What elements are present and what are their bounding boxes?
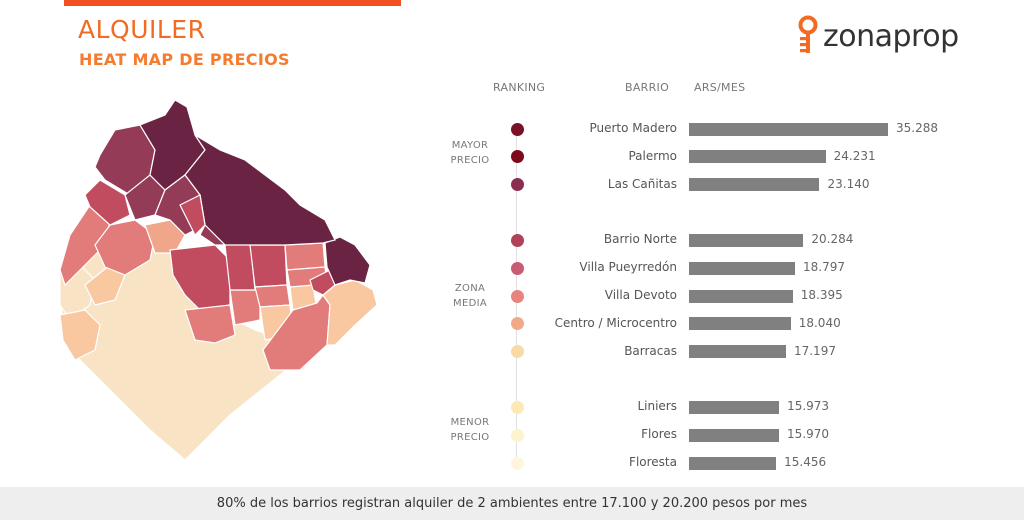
map-zone-central-1 [144, 219, 186, 254]
price-value-label: 15.970 [787, 427, 830, 442]
group-label-line: PRECIO [450, 155, 490, 166]
barrio-label: Villa Pueyrredón [579, 260, 677, 275]
top-accent-bar [64, 0, 401, 6]
price-value-label: 17.197 [793, 343, 836, 358]
price-bar [689, 317, 791, 331]
rank-dot [511, 428, 524, 442]
group-label-mayor-precio: MAYOR PRECIO [435, 138, 505, 168]
price-bar [689, 289, 793, 303]
page-title: ALQUILER [78, 15, 206, 44]
group-label-line: MAYOR [451, 140, 489, 151]
footer-text: 80% de los barrios registran alquiler de… [216, 496, 808, 511]
map-zone-east-3 [309, 269, 336, 296]
price-value-label: 15.456 [784, 455, 827, 469]
rank-dot [511, 122, 524, 136]
brand-name: zonaprop [823, 18, 959, 54]
price-value-label: 20.284 [811, 232, 854, 247]
group-label-zona-media: ZONA MEDIA [435, 281, 505, 311]
rank-dot [511, 150, 524, 164]
map-zone-west-1 [59, 309, 101, 361]
price-value-label: 23.140 [827, 176, 870, 191]
map-zone-central-7 [254, 284, 291, 308]
price-bar [689, 400, 780, 414]
barrio-label: Villa Devoto [604, 288, 677, 302]
rank-dot [511, 178, 524, 192]
price-value-label: 18.797 [803, 260, 845, 275]
price-bar [689, 456, 777, 470]
price-bar [689, 261, 795, 275]
price-value-label: 35.288 [896, 121, 938, 135]
rank-dot [511, 400, 524, 414]
column-header-ranking: RANKING [493, 81, 546, 94]
map-zone-south-east-3 [322, 279, 378, 346]
barrio-label: Las Cañitas [607, 176, 677, 191]
rank-dot [511, 261, 524, 275]
column-header-value: ARS/MES [694, 81, 746, 94]
price-bar [689, 150, 826, 164]
price-value-label: 24.231 [833, 148, 876, 163]
map-zone-north-east-1 [324, 236, 371, 286]
rank-dot [511, 317, 524, 331]
map-zone-central-6 [249, 244, 288, 288]
barrio-label: Flores [641, 427, 677, 442]
brand-logo: zonaprop [795, 14, 959, 58]
price-bar [689, 122, 888, 136]
buenos-aires-heat-map [59, 99, 378, 461]
rank-dot [511, 456, 524, 470]
rank-dot [511, 345, 524, 359]
footer-note: 80% de los barrios registran alquiler de… [0, 487, 1024, 520]
page-subtitle: HEAT MAP DE PRECIOS [79, 50, 290, 69]
map-zone-west-2 [84, 264, 126, 306]
map-zone-east-1 [284, 242, 326, 271]
group-label-menor-precio: MENOR PRECIO [435, 415, 505, 445]
column-header-barrio: BARRIO [625, 81, 670, 94]
barrio-label: Barracas [624, 343, 677, 358]
price-bar [689, 233, 804, 247]
zonaprop-key-icon [798, 15, 818, 53]
rank-dot [511, 233, 524, 247]
price-value-label: 15.973 [787, 399, 830, 414]
map-zone-central-4 [229, 289, 261, 326]
group-label-line: PRECIO [450, 432, 490, 443]
group-label-line: MEDIA [453, 298, 487, 309]
map-zone-north-west-2 [84, 179, 131, 226]
barrio-label: Puerto Madero [589, 121, 677, 135]
barrio-label: Liniers [637, 399, 677, 414]
group-label-line: MENOR [450, 417, 490, 428]
barrio-label: Floresta [629, 455, 677, 469]
map-zone-central-3 [184, 304, 236, 344]
rank-dot [511, 289, 524, 303]
barrio-label: Palermo [628, 148, 677, 163]
group-label-line: ZONA [454, 283, 486, 294]
price-value-label: 18.040 [798, 315, 841, 330]
barrio-label: Centro / Microcentro [554, 315, 677, 330]
barrio-label: Barrio Norte [603, 232, 677, 247]
map-zone-north-5 [199, 223, 227, 246]
price-bar [689, 178, 820, 192]
price-value-label: 18.395 [800, 288, 843, 302]
price-bar [689, 428, 780, 442]
price-bar [689, 345, 786, 359]
